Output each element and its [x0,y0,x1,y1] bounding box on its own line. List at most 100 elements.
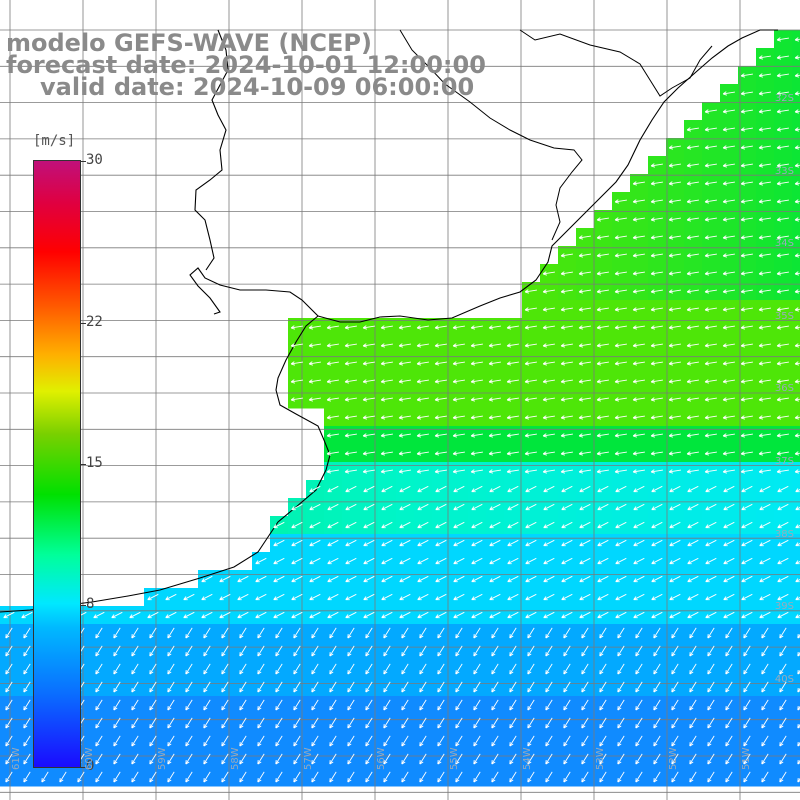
wind-arrow [525,575,537,583]
wind-arrow [596,289,609,294]
wind-arrow [740,361,753,366]
wind-arrow [344,469,357,474]
wind-arrow [615,593,627,601]
wind-arrow [689,753,697,765]
wind-arrow [596,397,609,402]
wind-arrow [614,469,627,474]
wind-arrow [722,163,735,168]
wind-arrow [581,663,589,675]
wind-arrow [380,415,393,420]
wind-arrow [185,627,193,639]
wind-arrow [363,521,375,529]
coastline [0,29,778,613]
latitude-label: 38S [774,528,794,540]
wind-speed-cell [792,750,800,769]
wind-arrow [759,521,771,529]
wind-arrow [596,451,609,456]
wind-arrow [704,325,717,330]
wind-arrow [794,253,800,258]
wind-arrow [435,611,447,619]
wind-arrow [149,627,157,639]
wind-arrow [779,699,787,711]
wind-arrow [668,451,681,456]
wind-arrow [740,469,753,474]
wind-arrow [633,557,645,565]
wind-arrow [759,593,771,601]
wind-arrow [651,593,663,601]
wind-arrow [489,557,501,565]
wind-arrow [651,539,663,547]
wind-arrow [686,163,699,168]
wind-arrow [3,611,15,619]
wind-arrow [311,681,319,693]
wind-arrow [794,163,800,168]
wind-arrow [795,560,800,565]
wind-arrow [293,753,301,765]
latitude-label: 32S [774,93,794,104]
wind-arrow [365,753,373,765]
wind-arrow [758,55,771,60]
wind-arrow [653,663,661,675]
wind-arrow [455,753,463,765]
wind-arrow [579,593,591,601]
wind-arrow [237,593,249,601]
wind-arrow [434,415,447,420]
wind-arrow [471,503,483,511]
wind-arrow [131,645,139,657]
wind-arrow [776,235,789,240]
colorbar-tick-label: 0 [86,758,95,774]
wind-arrow [453,557,465,565]
wind-arrow [635,717,643,729]
wind-arrow [311,627,319,639]
valid-date: valid date: 2024-10-09 06:00:00 [40,73,475,101]
wind-arrow [635,681,643,693]
wind-arrow [275,771,283,783]
wind-arrow [776,307,789,312]
latitude-label: 37S [774,456,794,467]
wind-arrow [758,325,771,330]
wind-arrow [435,575,447,583]
wind-arrow [599,699,607,711]
wind-arrow [668,325,681,330]
wind-arrow [579,503,591,511]
wind-arrow [758,307,771,312]
wind-arrow [347,771,355,783]
wind-arrow [776,469,789,474]
wind-arrow [95,753,103,765]
wind-arrow [419,645,427,657]
wind-arrow [453,521,465,529]
wind-arrow [437,699,445,711]
wind-arrow [326,361,339,366]
wind-arrow [740,109,753,114]
wind-arrow [257,645,265,657]
wind-arrow [776,163,789,168]
wind-arrow [632,199,645,204]
wind-arrow [651,485,663,493]
latitude-label: 35S [774,310,794,322]
wind-arrow [723,503,735,511]
wind-arrow [761,771,769,783]
wind-arrow [111,611,123,619]
wind-arrow [527,735,535,747]
coast-path-lagoon [519,29,713,97]
wind-arrow [686,199,699,204]
wind-arrow [579,485,591,493]
wind-arrow [527,681,535,693]
wind-arrow [506,379,519,384]
wind-arrow [327,611,339,619]
wind-arrow [759,557,771,565]
wind-arrow [416,415,429,420]
wind-arrow [383,753,391,765]
wind-arrow [506,469,519,474]
wind-arrow [309,575,321,583]
wind-arrow [740,415,753,420]
wind-arrow [435,593,447,601]
wind-arrow [740,433,753,438]
wind-arrow [758,469,771,474]
wind-arrow [257,753,265,765]
wind-arrow [257,663,265,675]
wind-arrow [653,717,661,729]
wind-arrow [614,433,627,438]
wind-arrow [632,253,645,258]
